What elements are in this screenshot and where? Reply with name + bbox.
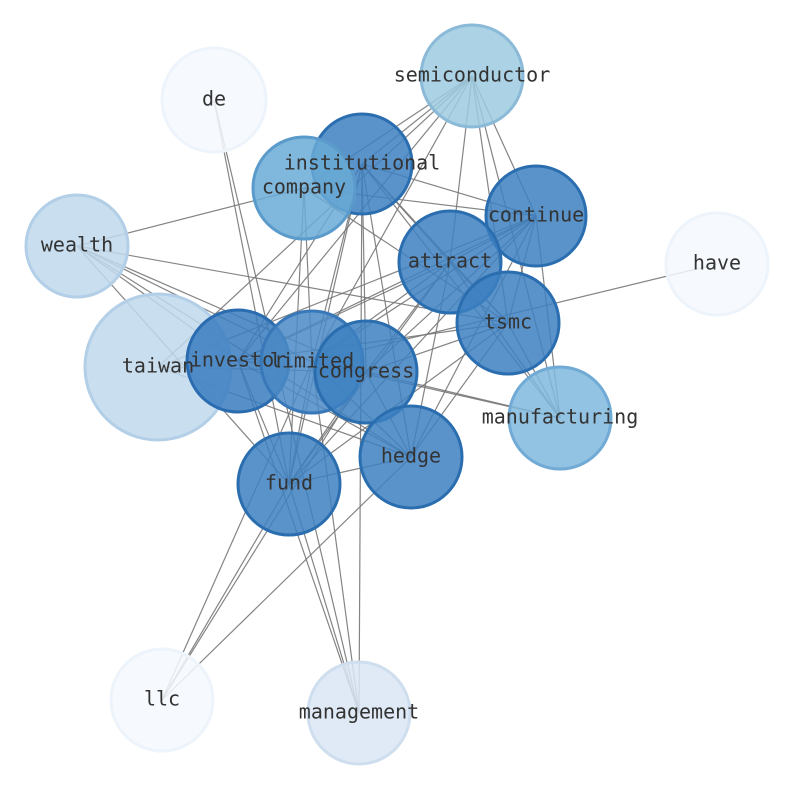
node: [664, 211, 770, 317]
node-label: management: [299, 700, 419, 724]
node: [251, 135, 357, 241]
node-label: attract: [408, 249, 492, 273]
node: [419, 23, 525, 129]
node: [507, 365, 613, 471]
edge: [237, 75, 473, 362]
node-label: fund: [265, 471, 313, 495]
node-label: company: [262, 175, 346, 199]
node: [455, 270, 561, 376]
node-label: manufacturing: [482, 405, 639, 429]
edge: [161, 361, 313, 701]
edge: [311, 361, 360, 714]
node-label: semiconductor: [394, 63, 551, 87]
node-label: limited: [270, 349, 354, 373]
node-label: de: [202, 87, 226, 111]
node-label: continue: [488, 203, 584, 227]
node: [313, 319, 419, 425]
edge: [213, 99, 290, 485]
node: [306, 660, 412, 766]
node-label: institutional: [284, 151, 441, 175]
edge: [237, 360, 360, 714]
nodes: [24, 23, 770, 766]
node-label: congress: [318, 359, 414, 383]
node: [160, 46, 268, 154]
node: [358, 404, 464, 510]
node: [24, 193, 130, 299]
node-label: llc: [144, 687, 180, 711]
node-label: wealth: [41, 233, 113, 257]
node: [109, 647, 215, 753]
node: [236, 431, 342, 537]
node-label: investor: [190, 348, 286, 372]
node: [484, 164, 588, 268]
node-label: hedge: [381, 444, 441, 468]
node-label: have: [693, 251, 741, 275]
node-label: tsmc: [484, 310, 532, 334]
edge: [161, 456, 412, 701]
edge: [161, 371, 367, 701]
node-label: taiwan: [122, 354, 194, 378]
